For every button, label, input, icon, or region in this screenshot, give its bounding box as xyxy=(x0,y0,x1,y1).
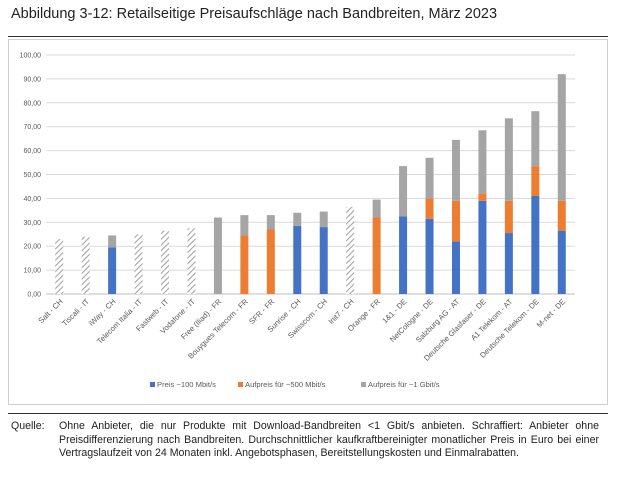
bar-segment-mid xyxy=(478,193,487,201)
bar-segment-base xyxy=(557,230,566,294)
legend-swatch xyxy=(238,382,243,387)
bar-hatched xyxy=(346,206,355,294)
y-tick-label: 10,00 xyxy=(23,268,41,275)
bar-segment-mid xyxy=(240,235,249,294)
x-tick-label: Telecom Italia - IT xyxy=(95,297,144,346)
bar-segment-base xyxy=(319,227,328,294)
x-tick-label: M-net - DE xyxy=(535,297,567,329)
bar-segment-base xyxy=(531,196,540,294)
bar-segment-mid xyxy=(425,198,434,219)
legend-label: Aufpreis für ~500 Mbit/s xyxy=(245,380,326,389)
chart: 0,00 10,00 20,00 30,00 40,00 50,00 60,00 70,00 8… xyxy=(20,53,575,389)
bar-segment-top xyxy=(240,215,249,236)
legend-label: Preis ~100 Mbit/s xyxy=(157,380,216,389)
legend-swatch xyxy=(150,382,155,387)
y-tick-label: 50,00 xyxy=(23,172,41,179)
bar-segment-top xyxy=(531,111,540,167)
bar-segment-mid xyxy=(531,166,540,197)
y-tick-label: 100,00 xyxy=(20,53,42,60)
bar-segment-top xyxy=(557,74,566,201)
bar-segment-base xyxy=(425,218,434,294)
bar-segment-top xyxy=(504,118,513,201)
bar-hatched xyxy=(187,228,196,294)
bar-segment-base xyxy=(108,247,117,294)
chart-frame: 0,00 10,00 20,00 30,00 40,00 50,00 60,00 70,00 8… xyxy=(8,39,608,405)
bar-segment-top xyxy=(372,199,381,218)
bar-segment-base xyxy=(293,225,302,294)
source-divider xyxy=(8,413,608,414)
source-text: Ohne Anbieter, die nur Produkte mit Down… xyxy=(59,420,599,459)
bar-hatched xyxy=(134,234,143,294)
y-tick-label: 60,00 xyxy=(23,148,41,155)
legend-label: Aufpreis für ~1 Gbit/s xyxy=(368,380,440,389)
bar-segment-base xyxy=(504,233,513,294)
y-tick-label: 70,00 xyxy=(23,124,41,131)
bar-segment-mid xyxy=(266,229,275,294)
bar-hatched xyxy=(55,239,64,294)
bar-segment-mid xyxy=(504,200,513,234)
bar-segment-top xyxy=(108,235,117,248)
page-title: Abbildung 3-12: Retailseitige Preisaufsc… xyxy=(11,6,498,22)
bar-hatched xyxy=(81,236,90,294)
bar-segment-top xyxy=(451,139,460,201)
y-tick-label: 80,00 xyxy=(23,100,41,107)
bar-segment-base xyxy=(399,216,408,294)
bar-segment-mid xyxy=(451,200,460,242)
bar-segment-top xyxy=(293,212,302,226)
x-tick-label: Tiscali - IT xyxy=(60,297,91,328)
y-tick-label: 20,00 xyxy=(23,244,41,251)
source-label: Quelle: xyxy=(11,420,45,432)
legend-swatch xyxy=(361,382,366,387)
bar-segment-top xyxy=(213,217,222,294)
bar-segment-base xyxy=(451,241,460,294)
bar-segment-base xyxy=(478,200,487,294)
y-tick-label: 30,00 xyxy=(23,220,41,227)
y-tick-label: 0,00 xyxy=(27,292,41,299)
bar-segment-top xyxy=(399,166,408,217)
bar-segment-mid xyxy=(557,200,566,231)
title-divider xyxy=(8,36,608,37)
bar-hatched xyxy=(161,230,170,294)
bar-segment-top xyxy=(425,157,434,199)
bar-segment-top xyxy=(478,130,487,194)
y-tick-label: 90,00 xyxy=(23,76,41,83)
bar-segment-top xyxy=(319,211,328,228)
bar-segment-mid xyxy=(372,217,381,294)
bar-segment-top xyxy=(266,215,275,230)
y-tick-label: 40,00 xyxy=(23,196,41,203)
